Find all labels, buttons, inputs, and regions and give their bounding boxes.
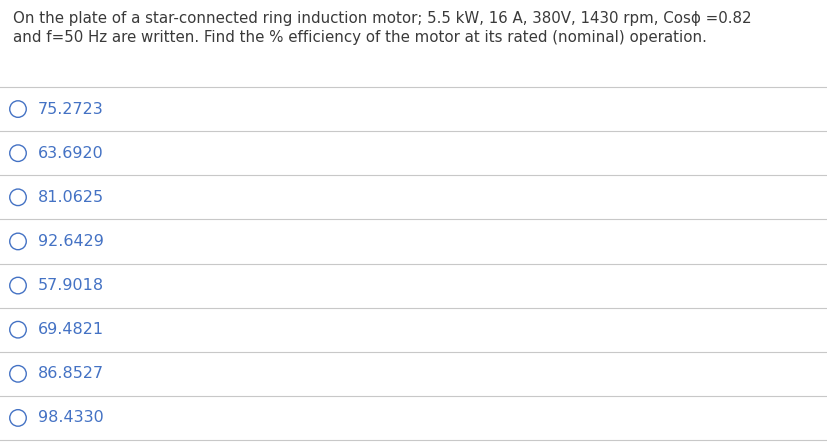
Text: 75.2723: 75.2723 bbox=[38, 102, 103, 117]
Text: and f=50 Hz are written. Find the % efficiency of the motor at its rated (nomina: and f=50 Hz are written. Find the % effi… bbox=[13, 30, 707, 45]
Text: On the plate of a star-connected ring induction motor; 5.5 kW, 16 A, 380V, 1430 : On the plate of a star-connected ring in… bbox=[13, 11, 752, 26]
Text: 69.4821: 69.4821 bbox=[38, 322, 104, 337]
Text: 92.6429: 92.6429 bbox=[38, 234, 104, 249]
Text: 98.4330: 98.4330 bbox=[38, 411, 103, 426]
Text: 81.0625: 81.0625 bbox=[38, 190, 104, 205]
Text: 86.8527: 86.8527 bbox=[38, 366, 104, 381]
Text: 57.9018: 57.9018 bbox=[38, 278, 104, 293]
Text: 63.6920: 63.6920 bbox=[38, 146, 103, 161]
